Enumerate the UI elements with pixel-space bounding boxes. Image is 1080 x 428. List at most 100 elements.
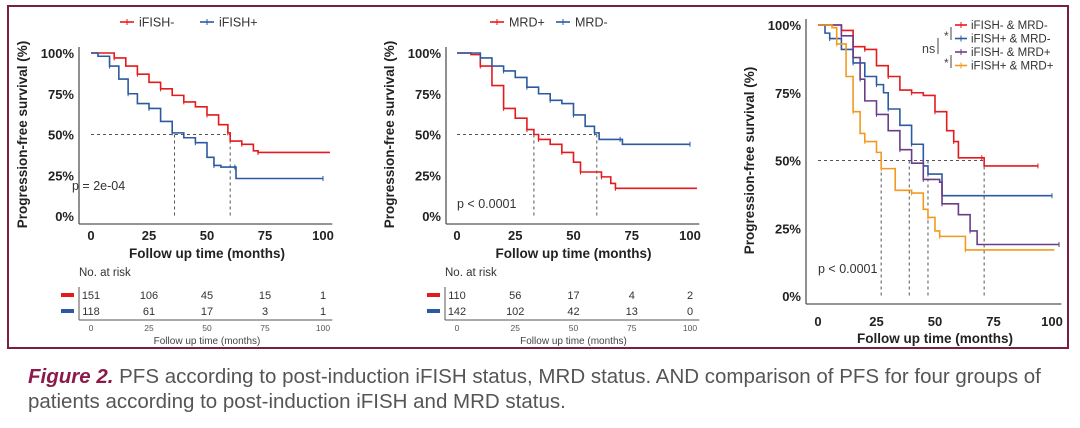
significance-mark: * xyxy=(944,56,949,70)
y-tick-label: 50% xyxy=(775,154,801,169)
x-axis-title: Follow up time (months) xyxy=(857,331,1013,346)
x-tick-label: 100 xyxy=(679,228,701,243)
survival-curve xyxy=(91,52,330,154)
risk-x-tick-label: 75 xyxy=(627,323,637,333)
risk-count: 2 xyxy=(687,290,693,302)
km-chart-2: 0% 25% 50% 75% 100% 0 25 50 75 100 Follow up time … xyxy=(382,16,701,348)
y-tick-label: 25% xyxy=(48,168,74,183)
x-tick-label: 75 xyxy=(625,228,639,243)
legend-label: iFISH+ & MRD- xyxy=(971,34,1051,46)
risk-count: 142 xyxy=(448,306,466,318)
survival-curve xyxy=(457,52,690,146)
risk-count: 45 xyxy=(201,290,213,302)
x-axis-title: Follow up time (months) xyxy=(496,246,652,261)
risk-row-color-key xyxy=(427,293,440,297)
caption-label: Figure 2. xyxy=(28,365,114,388)
y-tick-label: 50% xyxy=(415,128,441,143)
risk-x-tick-label: 25 xyxy=(511,323,521,333)
y-tick-label: 100% xyxy=(41,46,75,61)
y-tick-label: 100% xyxy=(408,46,442,61)
x-axis-title: Follow up time (months) xyxy=(129,246,285,261)
risk-count: 4 xyxy=(629,290,635,302)
figure-caption: Figure 2. PFS according to post-inductio… xyxy=(28,364,1068,414)
significance-mark: * xyxy=(944,29,949,43)
p-value: p = 2e-04 xyxy=(72,179,125,193)
risk-table-title: No. at risk xyxy=(79,267,131,279)
y-tick-label: 100% xyxy=(768,18,802,33)
x-tick-label: 50 xyxy=(928,314,942,329)
survival-curve xyxy=(457,52,697,190)
figure-frame xyxy=(7,5,1069,349)
risk-x-axis-title: Follow up time (months) xyxy=(520,336,627,347)
legend-label: iFISH+ xyxy=(219,16,258,30)
p-value: p < 0.0001 xyxy=(818,262,877,276)
risk-x-tick-label: 100 xyxy=(683,323,697,333)
risk-x-tick-label: 0 xyxy=(455,323,460,333)
risk-x-tick-label: 25 xyxy=(144,323,154,333)
risk-count: 1 xyxy=(320,290,326,302)
x-tick-label: 0 xyxy=(453,228,460,243)
km-chart-1: 0% 25% 50% 75% 100% 0 25 50 75 100 Follow up time … xyxy=(15,16,334,348)
y-axis-title: Progression-free survival (%) xyxy=(382,41,397,229)
x-tick-label: 100 xyxy=(312,228,334,243)
risk-count: 56 xyxy=(509,290,521,302)
risk-x-tick-label: 0 xyxy=(89,323,94,333)
legend-label: iFISH- & MRD- xyxy=(971,20,1048,32)
y-tick-label: 0% xyxy=(782,289,801,304)
risk-table-title: No. at risk xyxy=(445,267,497,279)
risk-count: 102 xyxy=(506,306,524,318)
y-tick-label: 50% xyxy=(48,128,74,143)
y-tick-label: 0% xyxy=(55,209,74,224)
y-tick-label: 25% xyxy=(775,221,801,236)
legend-label: MRD+ xyxy=(509,16,545,30)
legend-label: iFISH- & MRD+ xyxy=(971,47,1051,59)
legend-label: MRD- xyxy=(575,16,608,30)
x-tick-label: 25 xyxy=(508,228,522,243)
risk-row-color-key xyxy=(61,293,74,297)
risk-count: 3 xyxy=(262,306,268,318)
risk-count: 13 xyxy=(626,306,638,318)
risk-count: 15 xyxy=(259,290,271,302)
y-axis-title: Progression-free survival (%) xyxy=(742,67,757,255)
significance-mark: ns xyxy=(922,42,935,56)
risk-count: 1 xyxy=(320,306,326,318)
km-chart-3: 0% 25% 50% 75% 100% 0 25 50 75 100 Follow up time … xyxy=(742,18,1063,346)
x-tick-label: 75 xyxy=(986,314,1000,329)
survival-curve xyxy=(91,52,323,180)
y-tick-label: 75% xyxy=(415,87,441,102)
y-axis-title: Progression-free survival (%) xyxy=(15,41,30,229)
caption-text: PFS according to post-induction iFISH st… xyxy=(28,365,1041,413)
risk-x-tick-label: 75 xyxy=(260,323,270,333)
risk-count: 151 xyxy=(82,290,100,302)
risk-count: 106 xyxy=(140,290,158,302)
risk-count: 0 xyxy=(687,306,693,318)
risk-count: 110 xyxy=(448,290,466,302)
risk-count: 17 xyxy=(201,306,213,318)
risk-x-tick-label: 50 xyxy=(569,323,579,333)
x-tick-label: 25 xyxy=(142,228,156,243)
x-tick-label: 25 xyxy=(869,314,883,329)
x-tick-label: 0 xyxy=(87,228,94,243)
risk-row-color-key xyxy=(427,309,440,313)
y-tick-label: 75% xyxy=(775,86,801,101)
risk-x-tick-label: 100 xyxy=(316,323,330,333)
risk-count: 118 xyxy=(82,306,100,318)
risk-count: 42 xyxy=(567,306,579,318)
risk-x-axis-title: Follow up time (months) xyxy=(154,336,261,347)
x-tick-label: 0 xyxy=(814,314,821,329)
x-tick-label: 75 xyxy=(258,228,272,243)
survival-curve xyxy=(818,24,1052,197)
risk-x-tick-label: 50 xyxy=(202,323,212,333)
risk-count: 61 xyxy=(143,306,155,318)
p-value: p < 0.0001 xyxy=(457,197,516,211)
x-tick-label: 50 xyxy=(200,228,214,243)
y-tick-label: 0% xyxy=(422,209,441,224)
legend-label: iFISH- xyxy=(139,16,174,30)
risk-row-color-key xyxy=(61,309,74,313)
y-tick-label: 25% xyxy=(415,168,441,183)
y-tick-label: 75% xyxy=(48,87,74,102)
x-tick-label: 50 xyxy=(566,228,580,243)
x-tick-label: 100 xyxy=(1041,314,1063,329)
risk-count: 17 xyxy=(567,290,579,302)
